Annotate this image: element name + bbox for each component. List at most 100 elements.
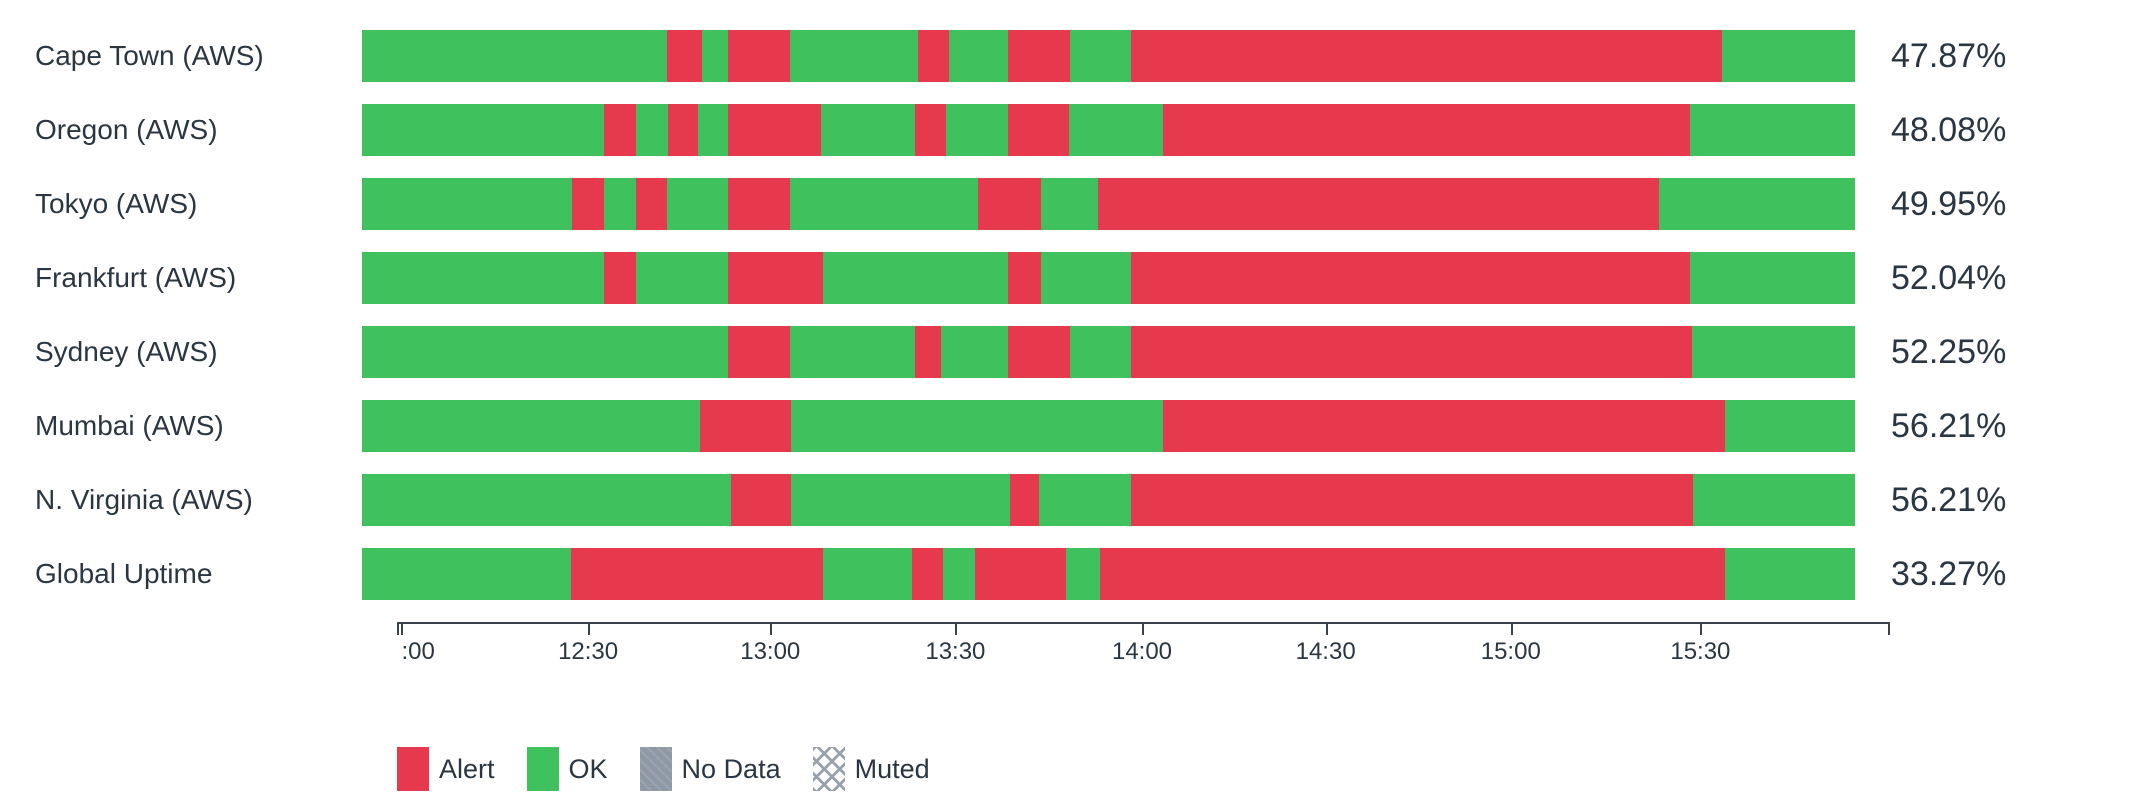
alert-swatch-icon <box>397 747 429 791</box>
status-segment-ok[interactable] <box>1066 548 1101 600</box>
status-segment-alert[interactable] <box>1007 30 1070 82</box>
status-segment-alert[interactable] <box>1007 252 1041 304</box>
region-label: Oregon (AWS) <box>35 114 218 145</box>
legend-label-alert: Alert <box>439 753 495 784</box>
status-segment-ok[interactable] <box>948 30 1008 82</box>
status-segment-ok[interactable] <box>1690 104 1855 156</box>
status-segment-ok[interactable] <box>1069 104 1164 156</box>
status-segment-alert[interactable] <box>727 30 790 82</box>
status-segment-ok[interactable] <box>362 252 605 304</box>
status-segment-alert[interactable] <box>667 30 702 82</box>
status-segment-ok[interactable] <box>362 178 573 230</box>
status-segment-ok[interactable] <box>823 548 912 600</box>
status-segment-ok[interactable] <box>362 474 732 526</box>
status-segment-ok[interactable] <box>667 178 729 230</box>
region-label: N. Virginia (AWS) <box>35 484 253 515</box>
status-segment-alert[interactable] <box>727 326 790 378</box>
uptime-value: 52.04% <box>1891 258 2007 297</box>
uptime-value: 52.25% <box>1891 332 2007 371</box>
status-segment-ok[interactable] <box>362 326 728 378</box>
status-segment-ok[interactable] <box>789 326 915 378</box>
ok-swatch-icon <box>526 747 559 791</box>
status-segment-ok[interactable] <box>362 104 604 156</box>
axis-tick-label: :00 <box>401 638 435 665</box>
status-segment-ok[interactable] <box>1691 326 1855 378</box>
status-segment-ok[interactable] <box>791 474 1011 526</box>
status-segment-ok[interactable] <box>1069 30 1131 82</box>
status-segment-ok[interactable] <box>943 548 975 600</box>
uptime-value: 33.27% <box>1891 554 2007 593</box>
status-segment-alert[interactable] <box>603 104 636 156</box>
status-segment-alert[interactable] <box>1163 400 1725 452</box>
status-segment-alert[interactable] <box>1010 474 1040 526</box>
no-data-swatch-icon <box>639 747 672 791</box>
status-segment-alert[interactable] <box>604 252 636 304</box>
status-segment-ok[interactable] <box>1724 400 1855 452</box>
status-segment-ok[interactable] <box>701 30 728 82</box>
status-segment-alert[interactable] <box>1131 474 1693 526</box>
status-segment-alert[interactable] <box>974 548 1067 600</box>
uptime-row-cape-town-aws: Cape Town (AWS) 47.87% <box>0 30 2134 82</box>
status-segment-ok[interactable] <box>1690 252 1855 304</box>
status-segment-alert[interactable] <box>1100 548 1725 600</box>
status-segment-ok[interactable] <box>604 178 636 230</box>
status-segment-ok[interactable] <box>1724 548 1855 600</box>
status-segment-ok[interactable] <box>820 104 915 156</box>
status-bar <box>362 474 1855 526</box>
status-segment-ok[interactable] <box>697 104 728 156</box>
status-segment-alert[interactable] <box>914 104 946 156</box>
status-segment-ok[interactable] <box>636 252 728 304</box>
status-segment-alert[interactable] <box>1130 30 1722 82</box>
status-segment-alert[interactable] <box>571 548 823 600</box>
uptime-row-sydney-aws: Sydney (AWS) 52.25% <box>0 326 2134 378</box>
status-segment-alert[interactable] <box>699 400 792 452</box>
status-segment-ok[interactable] <box>1039 474 1132 526</box>
legend-item-muted[interactable]: Muted <box>812 747 930 791</box>
uptime-value: 56.21% <box>1891 406 2007 445</box>
legend: Alert OK No Data Muted <box>397 747 2134 791</box>
status-segment-alert[interactable] <box>1130 326 1692 378</box>
status-segment-alert[interactable] <box>635 178 667 230</box>
status-segment-alert[interactable] <box>728 178 791 230</box>
status-segment-alert[interactable] <box>731 474 792 526</box>
status-segment-alert[interactable] <box>911 548 944 600</box>
status-segment-alert[interactable] <box>1130 252 1691 304</box>
status-segment-alert[interactable] <box>977 178 1041 230</box>
status-segment-ok[interactable] <box>822 252 1008 304</box>
status-segment-ok[interactable] <box>1069 326 1131 378</box>
status-segment-alert[interactable] <box>1098 178 1660 230</box>
status-segment-ok[interactable] <box>1721 30 1855 82</box>
status-segment-alert[interactable] <box>914 326 941 378</box>
status-segment-ok[interactable] <box>362 400 700 452</box>
axis-tick <box>770 622 773 635</box>
status-segment-ok[interactable] <box>362 548 571 600</box>
uptime-value: 48.08% <box>1891 110 2007 149</box>
status-segment-ok[interactable] <box>1040 178 1098 230</box>
region-label: Mumbai (AWS) <box>35 410 224 441</box>
status-segment-alert[interactable] <box>572 178 604 230</box>
status-segment-alert[interactable] <box>727 252 823 304</box>
legend-label-no-data: No Data <box>681 753 781 784</box>
axis-tick <box>1142 622 1144 635</box>
status-segment-ok[interactable] <box>789 30 918 82</box>
legend-item-ok[interactable]: OK <box>526 747 608 791</box>
status-segment-ok[interactable] <box>1659 178 1855 230</box>
status-segment-alert[interactable] <box>1007 326 1070 378</box>
status-segment-alert[interactable] <box>917 30 949 82</box>
status-segment-alert[interactable] <box>667 104 698 156</box>
status-segment-ok[interactable] <box>791 400 1164 452</box>
status-segment-ok[interactable] <box>1693 474 1855 526</box>
status-segment-ok[interactable] <box>635 104 668 156</box>
legend-item-alert[interactable]: Alert <box>397 747 495 791</box>
status-segment-ok[interactable] <box>945 104 1008 156</box>
status-segment-alert[interactable] <box>1007 104 1069 156</box>
status-segment-alert[interactable] <box>1163 104 1691 156</box>
status-segment-ok[interactable] <box>1040 252 1131 304</box>
status-segment-ok[interactable] <box>362 30 668 82</box>
region-label: Sydney (AWS) <box>35 336 218 367</box>
legend-item-no-data[interactable]: No Data <box>639 747 781 791</box>
status-segment-ok[interactable] <box>790 178 978 230</box>
status-segment-alert[interactable] <box>727 104 821 156</box>
status-segment-ok[interactable] <box>940 326 1008 378</box>
